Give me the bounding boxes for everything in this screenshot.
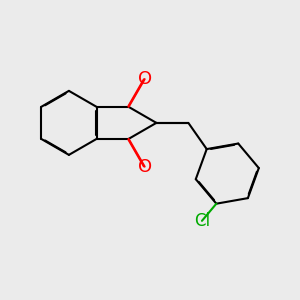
Text: Cl: Cl <box>194 212 210 230</box>
Text: O: O <box>138 158 152 175</box>
Text: O: O <box>138 70 152 88</box>
